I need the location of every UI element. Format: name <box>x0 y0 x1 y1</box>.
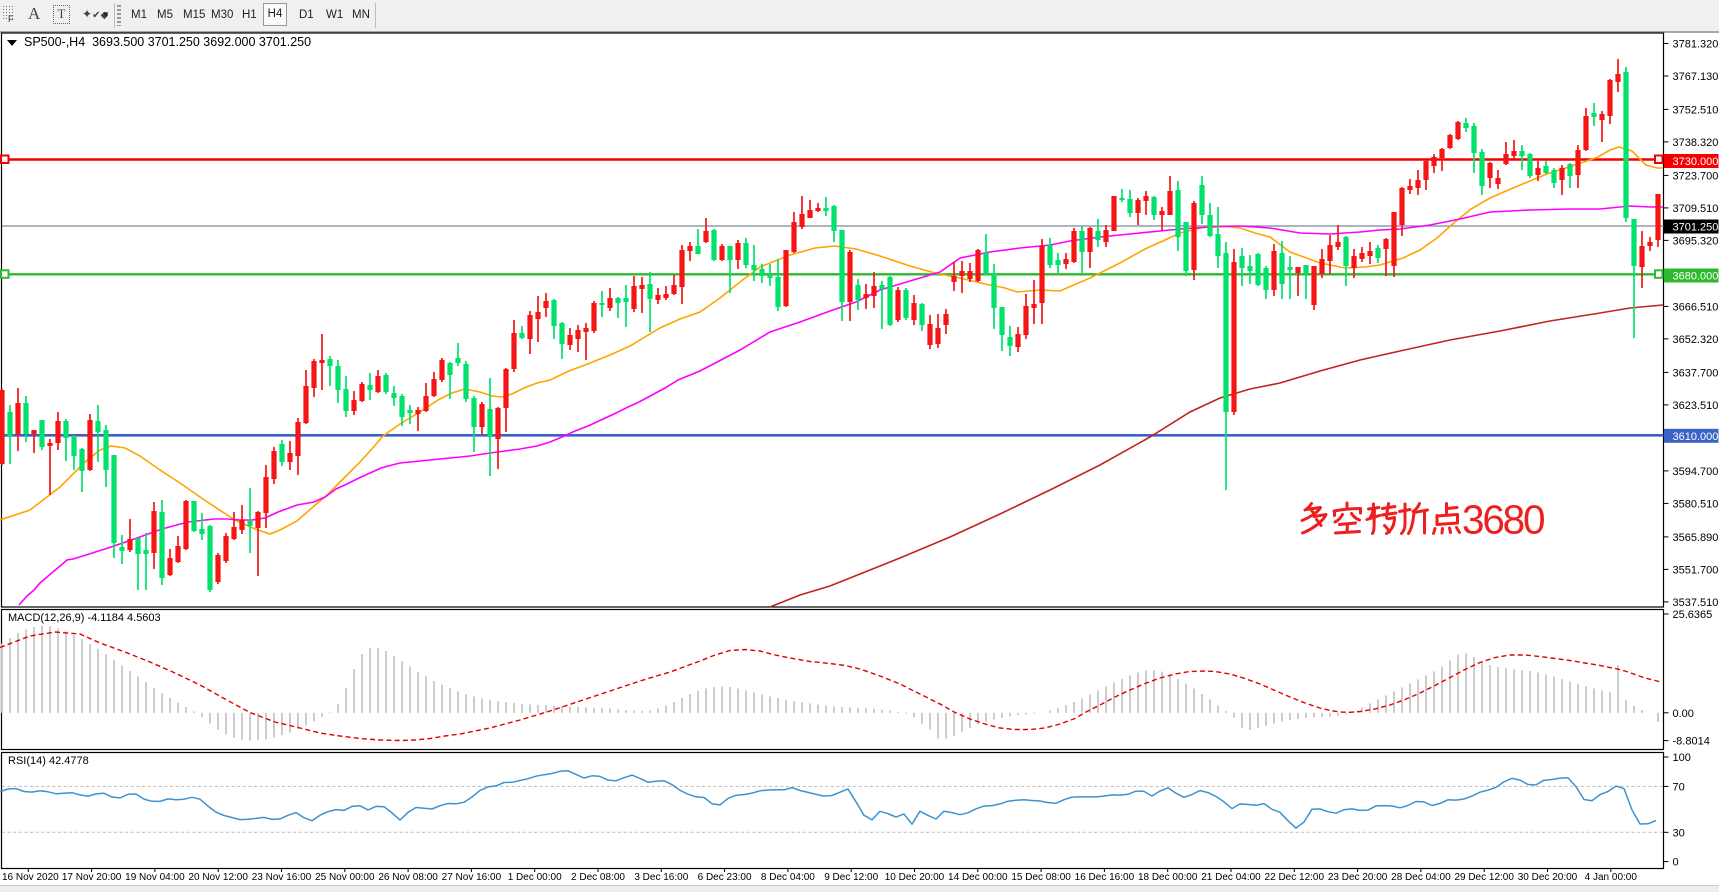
svg-text:3730.000: 3730.000 <box>1673 156 1719 168</box>
svg-text:30 Dec 20:00: 30 Dec 20:00 <box>1518 872 1578 883</box>
svg-text:18 Dec 00:00: 18 Dec 00:00 <box>1138 872 1198 883</box>
svg-text:3565.890: 3565.890 <box>1673 532 1719 544</box>
svg-text:16 Nov 2020: 16 Nov 2020 <box>2 872 59 883</box>
svg-text:3637.700: 3637.700 <box>1673 367 1719 379</box>
svg-text:3 Dec 16:00: 3 Dec 16:00 <box>634 872 688 883</box>
svg-text:3752.510: 3752.510 <box>1673 104 1719 116</box>
svg-text:27 Nov 16:00: 27 Nov 16:00 <box>442 872 502 883</box>
svg-text:70: 70 <box>1673 781 1685 793</box>
svg-text:28 Dec 04:00: 28 Dec 04:00 <box>1391 872 1451 883</box>
svg-text:3701.250: 3701.250 <box>1673 222 1719 234</box>
svg-text:0: 0 <box>1673 857 1679 869</box>
svg-text:19 Nov 04:00: 19 Nov 04:00 <box>125 872 185 883</box>
svg-text:2 Dec 08:00: 2 Dec 08:00 <box>571 872 625 883</box>
svg-text:3623.510: 3623.510 <box>1673 400 1719 412</box>
svg-text:3580.510: 3580.510 <box>1673 498 1719 510</box>
svg-text:3738.320: 3738.320 <box>1673 137 1719 149</box>
svg-text:25.6365: 25.6365 <box>1673 609 1713 621</box>
svg-text:23 Dec 20:00: 23 Dec 20:00 <box>1328 872 1388 883</box>
svg-text:RSI(14) 42.4778: RSI(14) 42.4778 <box>8 755 89 767</box>
svg-text:15 Dec 08:00: 15 Dec 08:00 <box>1011 872 1071 883</box>
svg-text:26 Nov 08:00: 26 Nov 08:00 <box>378 872 438 883</box>
svg-text:16 Dec 16:00: 16 Dec 16:00 <box>1075 872 1135 883</box>
svg-text:4 Jan 00:00: 4 Jan 00:00 <box>1585 872 1638 883</box>
svg-text:3652.320: 3652.320 <box>1673 334 1719 346</box>
svg-text:3680: 3680 <box>1462 497 1544 543</box>
svg-text:21 Dec 04:00: 21 Dec 04:00 <box>1201 872 1261 883</box>
svg-text:3610.000: 3610.000 <box>1673 431 1719 443</box>
svg-text:1 Dec 00:00: 1 Dec 00:00 <box>508 872 562 883</box>
svg-text:20 Nov 12:00: 20 Nov 12:00 <box>188 872 248 883</box>
svg-text:MACD(12,26,9) -4.1184 4.5603: MACD(12,26,9) -4.1184 4.5603 <box>8 612 161 624</box>
svg-text:3551.700: 3551.700 <box>1673 564 1719 576</box>
svg-text:8 Dec 04:00: 8 Dec 04:00 <box>761 872 815 883</box>
svg-text:0.00: 0.00 <box>1673 708 1694 720</box>
svg-text:3723.700: 3723.700 <box>1673 170 1719 182</box>
svg-text:3709.510: 3709.510 <box>1673 203 1719 215</box>
svg-text:30: 30 <box>1673 827 1685 839</box>
svg-text:17 Nov 20:00: 17 Nov 20:00 <box>62 872 122 883</box>
svg-text:100: 100 <box>1673 752 1691 764</box>
svg-text:3594.700: 3594.700 <box>1673 466 1719 478</box>
svg-text:22 Dec 12:00: 22 Dec 12:00 <box>1265 872 1325 883</box>
svg-text:3680.000: 3680.000 <box>1673 271 1719 283</box>
svg-text:6 Dec 23:00: 6 Dec 23:00 <box>698 872 752 883</box>
svg-text:23 Nov 16:00: 23 Nov 16:00 <box>252 872 312 883</box>
svg-text:25 Nov 00:00: 25 Nov 00:00 <box>315 872 375 883</box>
svg-text:SP500-,H4 3693.500 3701.250 3: SP500-,H4 3693.500 3701.250 3692.000 370… <box>24 35 311 49</box>
svg-text:3666.510: 3666.510 <box>1673 301 1719 313</box>
svg-text:29 Dec 12:00: 29 Dec 12:00 <box>1454 872 1514 883</box>
svg-text:9 Dec 12:00: 9 Dec 12:00 <box>824 872 878 883</box>
svg-text:3695.320: 3695.320 <box>1673 235 1719 247</box>
svg-text:14 Dec 00:00: 14 Dec 00:00 <box>948 872 1008 883</box>
svg-text:3781.320: 3781.320 <box>1673 39 1719 51</box>
svg-text:10 Dec 20:00: 10 Dec 20:00 <box>885 872 945 883</box>
svg-text:-8.8014: -8.8014 <box>1673 736 1710 748</box>
svg-text:3537.510: 3537.510 <box>1673 597 1719 609</box>
svg-text:3767.130: 3767.130 <box>1673 71 1719 83</box>
